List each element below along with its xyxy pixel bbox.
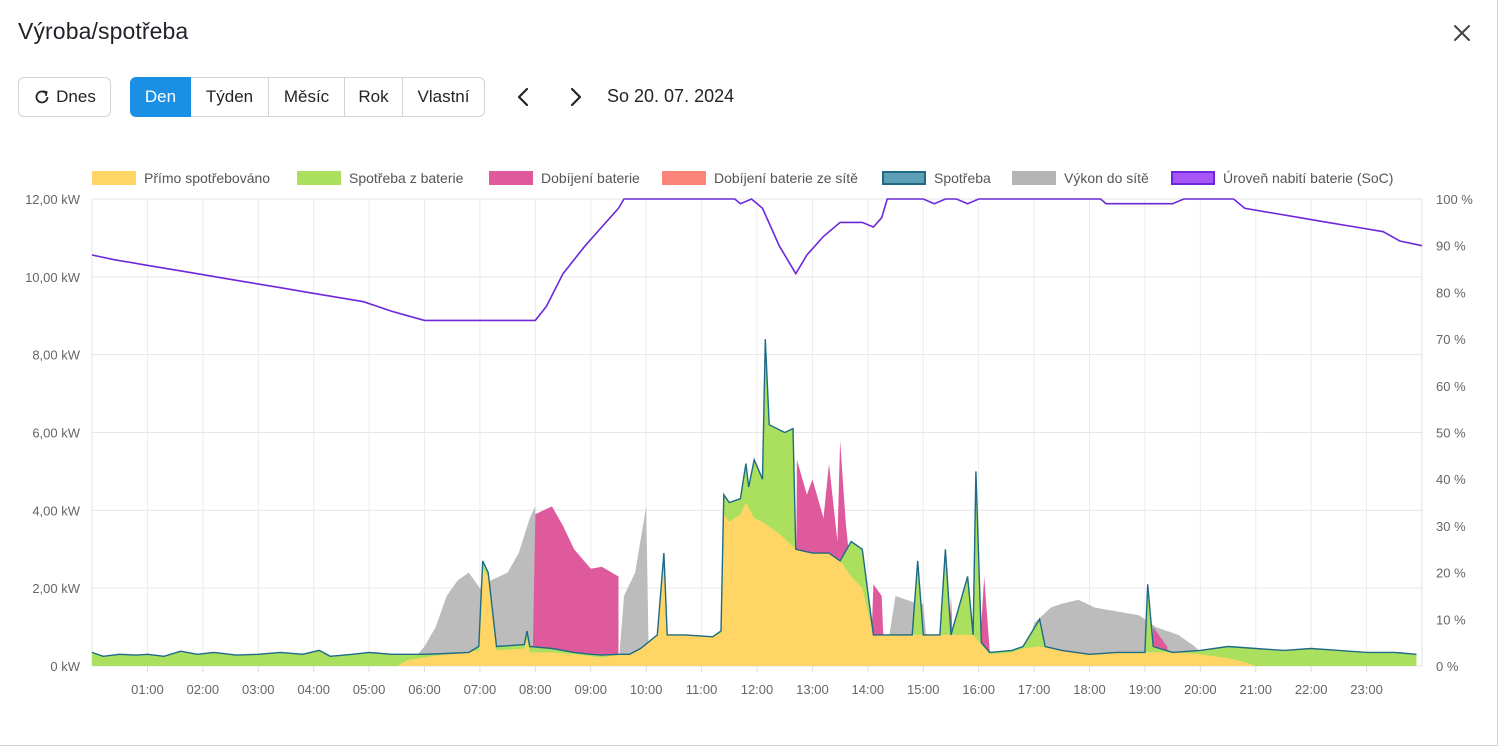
y-right-tick-label: 80 % [1436,285,1466,300]
soc-line [91,198,1423,322]
period-week-button[interactable]: Týden [191,77,269,117]
chevron-left-icon[interactable] [513,86,535,108]
x-tick-label: 20:00 [1184,682,1217,697]
production-consumption-chart: 0 kW 2,00 kW 4,00 kW 6,00 kW 8,00 kW 10,00 kW… [25,192,1473,697]
battery-consumption-area [92,339,1417,666]
x-tick-label: 08:00 [519,682,552,697]
legend-swatch [662,171,706,185]
legend-label: Spotřeba [934,170,991,186]
x-tick-label: 04:00 [297,682,330,697]
period-selector: Den Týden Měsíc Rok Vlastní [130,77,485,117]
y-right-tick-label: 90 % [1436,239,1466,254]
y-right-tick-label: 30 % [1436,519,1466,534]
period-month-button[interactable]: Měsíc [269,77,345,117]
close-icon[interactable] [1451,22,1473,44]
x-tick-label: 16:00 [962,682,995,697]
y-tick-label: 4,00 kW [32,503,80,518]
x-tick-label: 13:00 [796,682,829,697]
x-tick-label: 14:00 [852,682,885,697]
y-right-tick-label: 60 % [1436,379,1466,394]
legend-swatch [92,171,136,185]
period-day-button[interactable]: Den [130,77,191,117]
today-label: Dnes [56,87,96,106]
y-right-tick-label: 10 % [1436,612,1466,627]
legend-label: Spotřeba z baterie [349,170,464,186]
period-year-button[interactable]: Rok [345,77,403,117]
today-button[interactable]: Dnes [18,77,111,117]
y-tick-label: 12,00 kW [25,192,81,207]
x-tick-label: 23:00 [1350,682,1383,697]
legend-swatch [1012,171,1056,185]
legend-swatch [297,171,341,185]
legend-item-soc[interactable]: Úroveň nabití baterie (SoC) [1171,170,1393,186]
legend-item-grid-export[interactable]: Výkon do sítě [1012,170,1149,186]
legend-label: Výkon do sítě [1064,170,1149,186]
legend-label: Dobíjení baterie ze sítě [714,170,858,186]
y-right-tick-label: 20 % [1436,566,1466,581]
legend-item-battery-charging[interactable]: Dobíjení baterie [489,170,640,186]
y-right-tick-label: 100 % [1436,192,1473,207]
legend-swatch [882,171,926,185]
x-tick-label: 15:00 [907,682,940,697]
legend-item-battery-consumption[interactable]: Spotřeba z baterie [297,170,463,186]
legend-swatch [489,171,533,185]
x-tick-label: 10:00 [630,682,663,697]
x-tick-label: 11:00 [686,682,718,697]
x-tick-label: 06:00 [408,682,441,697]
x-tick-label: 07:00 [464,682,497,697]
legend-label: Dobíjení baterie [541,170,640,186]
y-tick-label: 6,00 kW [32,426,80,441]
current-date: So 20. 07. 2024 [607,86,735,106]
y-right-tick-label: 50 % [1436,426,1466,441]
grid-export-area [92,506,1417,666]
direct-consumption-area [92,502,1417,666]
y-tick-label: 8,00 kW [32,348,80,363]
legend-label: Úroveň nabití baterie (SoC) [1223,170,1394,186]
legend-swatch [1171,171,1215,185]
x-tick-label: 18:00 [1073,682,1106,697]
legend-item-grid-charging[interactable]: Dobíjení baterie ze sítě [662,170,858,186]
y-tick-label: 0 kW [50,659,80,674]
x-tick-label: 22:00 [1295,682,1328,697]
refresh-icon [35,90,49,104]
y-tick-label: 2,00 kW [32,581,80,596]
x-tick-label: 09:00 [574,682,607,697]
chevron-right-icon[interactable] [564,86,586,108]
y-right-tick-label: 70 % [1436,332,1466,347]
x-tick-label: 01:00 [131,682,164,697]
legend-label: Přímo spotřebováno [144,170,271,186]
x-tick-label: 17:00 [1018,682,1051,697]
modal-title: Výroba/spotřeba [18,18,189,44]
period-custom-button[interactable]: Vlastní [403,77,485,117]
legend-item-consumption[interactable]: Spotřeba [882,170,991,186]
x-tick-label: 05:00 [353,682,386,697]
x-tick-label: 21:00 [1239,682,1272,697]
consumption-line [91,339,1417,658]
x-tick-label: 19:00 [1129,682,1162,697]
y-tick-label: 10,00 kW [25,270,81,285]
x-tick-label: 12:00 [741,682,774,697]
x-tick-label: 02:00 [187,682,220,697]
y-right-tick-label: 0 % [1436,659,1459,674]
y-right-tick-label: 40 % [1436,472,1466,487]
x-tick-label: 03:00 [242,682,275,697]
legend-item-direct[interactable]: Přímo spotřebováno [92,170,270,186]
